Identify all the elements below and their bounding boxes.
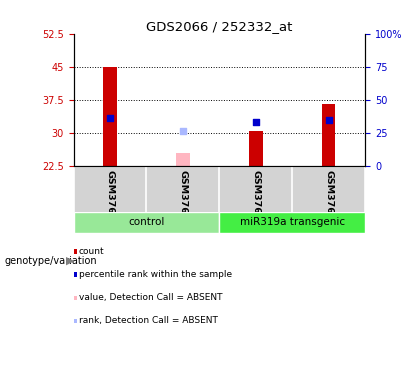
Point [326, 117, 332, 123]
Text: miR319a transgenic: miR319a transgenic [240, 217, 345, 227]
Text: value, Detection Call = ABSENT: value, Detection Call = ABSENT [79, 293, 222, 302]
Text: ▶: ▶ [66, 256, 75, 266]
Bar [74, 211, 220, 232]
Text: GSM37653: GSM37653 [252, 170, 260, 227]
Bar [220, 211, 365, 232]
Text: GSM37651: GSM37651 [105, 170, 115, 227]
Text: rank, Detection Call = ABSENT: rank, Detection Call = ABSENT [79, 316, 218, 326]
Bar [176, 153, 189, 166]
Point [252, 119, 259, 125]
Title: GDS2066 / 252332_at: GDS2066 / 252332_at [146, 20, 293, 33]
Text: control: control [128, 217, 165, 227]
Text: percentile rank within the sample: percentile rank within the sample [79, 270, 232, 279]
Bar [249, 131, 262, 166]
Bar [103, 67, 117, 166]
Text: GSM37652: GSM37652 [178, 170, 187, 227]
Point [180, 128, 186, 134]
Bar [322, 104, 336, 166]
Text: count: count [79, 247, 104, 256]
Point [107, 115, 113, 121]
Text: genotype/variation: genotype/variation [4, 256, 97, 266]
Text: GSM37654: GSM37654 [324, 170, 333, 227]
